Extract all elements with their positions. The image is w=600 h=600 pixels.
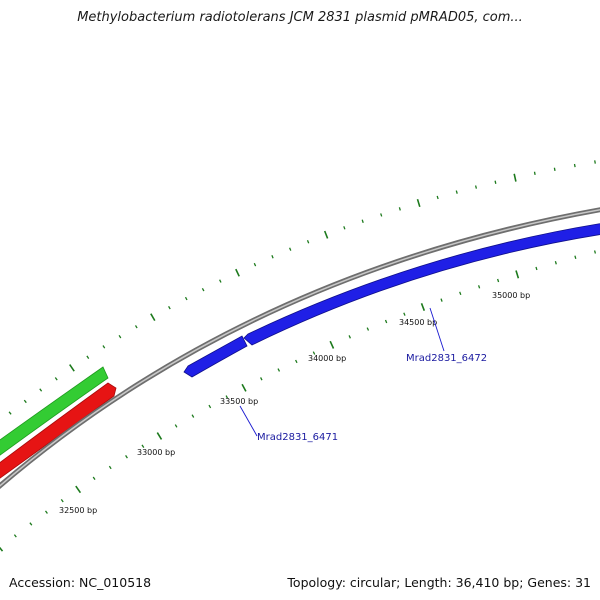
major-tick	[156, 432, 163, 440]
minor-tick	[125, 455, 128, 459]
minor-tick	[403, 312, 406, 316]
minor-tick	[92, 476, 96, 480]
minor-tick	[573, 163, 576, 168]
minor-tick	[168, 305, 171, 310]
minor-tick	[554, 261, 557, 265]
minor-tick	[134, 325, 138, 329]
major-tick	[75, 485, 82, 494]
major-tick	[0, 546, 4, 552]
minor-tick	[60, 499, 64, 503]
minor-tick	[191, 414, 195, 418]
minor-tick	[312, 351, 316, 355]
tick-label: 33500 bp	[220, 397, 258, 406]
minor-tick	[288, 247, 292, 251]
minor-tick	[477, 285, 481, 289]
minor-tick	[44, 510, 48, 514]
minor-tick	[440, 298, 443, 302]
minor-tick	[380, 213, 383, 217]
minor-tick	[54, 377, 58, 381]
minor-tick	[594, 160, 596, 164]
minor-tick	[384, 319, 388, 324]
major-tick	[69, 364, 75, 372]
minor-tick	[553, 167, 556, 172]
minor-tick	[253, 262, 257, 267]
minor-tick	[108, 465, 112, 470]
minor-tick	[201, 287, 205, 292]
major-tick	[150, 313, 156, 322]
minor-tick	[343, 226, 346, 230]
map-title: Methylobacterium radiotolerans JCM 2831 …	[77, 10, 523, 25]
gene-mrad2831-6472[interactable]	[243, 222, 600, 346]
minor-tick	[459, 291, 462, 296]
tick-label: 32500 bp	[59, 506, 97, 515]
minor-tick	[208, 404, 212, 409]
minor-tick	[593, 250, 597, 254]
minor-tick	[8, 411, 12, 415]
minor-tick	[361, 219, 364, 223]
minor-tick	[23, 399, 27, 404]
minor-tick	[277, 368, 281, 372]
topology-summary: Topology: circular; Length: 36,410 bp; G…	[287, 575, 591, 590]
gene-label[interactable]: Mrad2831_6471	[257, 432, 338, 443]
gene-label[interactable]: Mrad2831_6472	[406, 353, 487, 364]
minor-tick	[39, 388, 43, 392]
minor-tick	[86, 355, 90, 359]
reverse-gene-green[interactable]	[0, 366, 109, 458]
major-tick	[420, 303, 426, 311]
tick-label: 35000 bp	[492, 291, 530, 300]
minor-tick	[118, 334, 122, 339]
minor-tick	[348, 335, 351, 339]
minor-tick	[295, 359, 298, 364]
minor-tick	[366, 327, 370, 331]
minor-tick	[29, 522, 33, 526]
tick-label: 34000 bp	[308, 354, 346, 363]
minor-tick	[102, 345, 106, 349]
minor-tick	[533, 171, 536, 176]
major-tick	[513, 173, 517, 182]
minor-tick	[496, 278, 500, 283]
tick-label: 33000 bp	[137, 448, 175, 457]
reverse-gene-red[interactable]	[0, 382, 117, 481]
minor-tick	[174, 424, 178, 428]
accession-text: Accession: NC_010518	[9, 575, 152, 590]
gene-label-leader	[429, 307, 445, 352]
minor-tick	[535, 266, 538, 271]
major-tick	[416, 198, 421, 208]
minor-tick	[455, 190, 458, 194]
gene-label-leader	[239, 405, 258, 437]
major-tick	[235, 268, 240, 277]
tick-label: 34500 bp	[399, 318, 437, 327]
minor-tick	[225, 395, 229, 399]
minor-tick	[13, 534, 17, 538]
major-tick	[515, 270, 520, 279]
gene-mrad2831-6471[interactable]	[183, 335, 248, 378]
minor-tick	[260, 377, 263, 381]
minor-tick	[306, 240, 310, 244]
outer-tick-ring	[8, 160, 596, 415]
minor-tick	[141, 444, 145, 448]
minor-tick	[494, 180, 497, 184]
minor-tick	[271, 255, 274, 259]
inner-tick-ring	[0, 250, 597, 552]
minor-tick	[398, 207, 401, 211]
major-tick	[241, 383, 247, 392]
minor-tick	[184, 296, 188, 301]
minor-tick	[219, 279, 222, 283]
minor-tick	[574, 255, 577, 259]
minor-tick	[436, 195, 439, 200]
minor-tick	[474, 185, 478, 189]
major-tick	[323, 230, 329, 239]
major-tick	[329, 340, 335, 349]
